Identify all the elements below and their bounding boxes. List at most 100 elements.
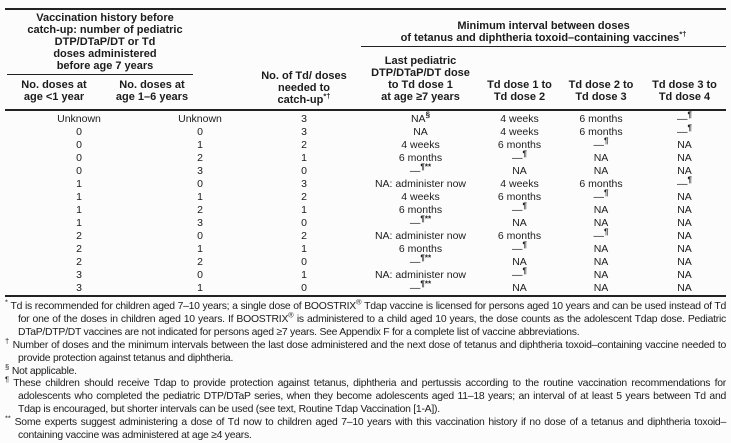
footnote-marker: ¶** xyxy=(420,214,432,224)
table-cell: 0 xyxy=(197,230,203,242)
footnote-marker: § xyxy=(5,362,10,372)
table-cell: 0 xyxy=(301,165,307,177)
header-group-minimum-interval: Minimum interval between doses of tetanu… xyxy=(361,9,726,111)
table-cell: Unknown xyxy=(57,113,101,125)
footnote: † Number of doses and the minimum interv… xyxy=(5,336,726,364)
table-row: Unknown Unknown 3 NA§ 4 weeks 6 months —¶ xyxy=(5,110,726,126)
table-cell: NA xyxy=(413,126,428,138)
table-cell: 2 xyxy=(301,139,307,151)
table-cell: 1 xyxy=(197,139,203,151)
footnote-marker: ¶** xyxy=(420,253,432,263)
table-cell: NA xyxy=(677,152,692,164)
table-cell: NA xyxy=(677,243,692,255)
column-header-dose1-to-dose2: Td dose 1 to Td dose 2 xyxy=(487,79,552,103)
table-cell: 6 months xyxy=(579,126,623,138)
table-cell: 0 xyxy=(301,217,307,229)
table-cell: NA xyxy=(677,191,692,203)
footnote-marker: ¶** xyxy=(420,162,432,172)
table-cell: 4 weeks xyxy=(401,139,440,151)
table-cell: 6 months xyxy=(497,139,542,151)
table-cell: 6 months xyxy=(497,230,542,242)
table-cell: 3 xyxy=(76,269,82,281)
table-cell: 2 xyxy=(197,152,203,164)
table-cell: 2 xyxy=(301,191,307,203)
table-cell: 1 xyxy=(76,191,82,203)
table-cell: 0 xyxy=(197,178,203,190)
table-cell: 1 xyxy=(301,269,307,281)
table-row: 1 0 3 NA: administer now 4 weeks 6 months —¶ xyxy=(5,175,726,191)
table-cell: —¶ xyxy=(677,175,692,190)
table-row: 2 1 1 6 months —¶ NA NA xyxy=(5,240,726,256)
registered-trademark-symbol: ® xyxy=(355,297,362,307)
table-cell: 0 xyxy=(301,282,307,294)
table-row: 2 0 2 NA: administer now 6 months —¶ NA xyxy=(5,228,726,243)
table-body: Unknown Unknown 3 NA§ 4 weeks 6 months —¶ 0 0 3 NA… xyxy=(5,110,726,296)
column-header-last-pediatric-dose: Last pediatric DTP/DTaP/DT dose to Td do… xyxy=(371,55,470,103)
table-cell: NA xyxy=(593,165,609,177)
column-header-doses-1-6yr: No. doses at age 1–6 years xyxy=(115,79,189,103)
table-cell: NA xyxy=(512,282,527,294)
table-cell: 4 weeks xyxy=(500,126,539,138)
table-cell: 0 xyxy=(301,256,307,268)
group-divider-rule xyxy=(7,74,193,75)
table-cell: 6 months xyxy=(398,152,443,164)
table-cell: 0 xyxy=(197,269,203,281)
footnote-marker: ¶ xyxy=(687,123,692,133)
table-cell: Unknown xyxy=(178,113,222,125)
footnote-marker: ** xyxy=(5,413,11,423)
table-cell: NA xyxy=(593,256,609,268)
table-cell: —¶** xyxy=(409,253,432,268)
footnote-marker: ¶ xyxy=(522,149,527,159)
table-cell: —¶ xyxy=(677,110,692,125)
table-cell: 1 xyxy=(197,243,203,255)
column-header-dose2-to-dose3: Td dose 2 to Td dose 3 xyxy=(568,79,634,103)
table-cell: NA xyxy=(677,204,692,216)
table-cell: 3 xyxy=(197,217,203,229)
table-cell: 6 months xyxy=(398,243,443,255)
table-cell: 1 xyxy=(76,217,82,229)
table-cell: 0 xyxy=(197,126,203,138)
vaccination-history-group-title: Vaccination history before catch-up: num… xyxy=(27,12,183,72)
table-cell: NA xyxy=(512,256,527,268)
footnote-marker: ¶ xyxy=(604,136,609,146)
column-header-doses-under-1yr: No. doses at age <1 year xyxy=(21,79,87,103)
table-cell: 4 weeks xyxy=(401,191,440,203)
table-cell: —¶ xyxy=(512,240,527,255)
group-divider-rule xyxy=(361,46,726,47)
table-cell: —¶** xyxy=(409,162,432,177)
table-cell: —¶ xyxy=(593,136,609,151)
table-cell: 1 xyxy=(197,282,203,294)
footnote-marker: ¶ xyxy=(687,175,692,185)
footnote: * Td is recommended for children aged 7–… xyxy=(5,297,726,338)
table-cell: —¶** xyxy=(409,279,432,294)
table-cell: 6 months xyxy=(579,178,623,190)
table-cell: 3 xyxy=(76,282,82,294)
table-cell: —¶ xyxy=(677,123,692,138)
table-cell: NA xyxy=(593,152,609,164)
table-cell: 1 xyxy=(301,152,307,164)
table-cell: 2 xyxy=(197,204,203,216)
footnote-marker: ¶ xyxy=(522,266,527,276)
table-cell: 2 xyxy=(76,230,82,242)
table-cell: —¶** xyxy=(409,214,432,229)
footnote-marker: § xyxy=(425,110,431,120)
table-row: 0 2 1 6 months —¶ NA NA xyxy=(5,149,726,165)
footnote: ** Some experts suggest administering a … xyxy=(5,413,726,442)
table-cell: 3 xyxy=(301,126,307,138)
table-cell: NA xyxy=(677,139,692,151)
table-row: 1 2 1 6 months —¶ NA NA xyxy=(5,201,726,217)
table-row: 0 0 3 NA 4 weeks 6 months —¶ xyxy=(5,123,726,139)
table-cell: 4 weeks xyxy=(500,113,539,125)
footnote-marker: ¶ xyxy=(522,201,527,211)
table-header: Vaccination history before catch-up: num… xyxy=(5,9,726,111)
catch-up-schedule-table: Vaccination history before catch-up: num… xyxy=(5,8,726,297)
table-row: 2 2 0 —¶** NA NA NA xyxy=(5,253,726,269)
footnote-marker: ¶ xyxy=(522,240,527,250)
table-cell: 0 xyxy=(76,165,82,177)
footnote: ¶ These children should receive Tdap to … xyxy=(5,374,727,416)
footnote-marker: ¶ xyxy=(687,110,692,120)
table-cell: NA xyxy=(593,282,609,294)
footnote-marker: ¶** xyxy=(420,279,432,289)
table-cell: NA xyxy=(512,165,527,177)
